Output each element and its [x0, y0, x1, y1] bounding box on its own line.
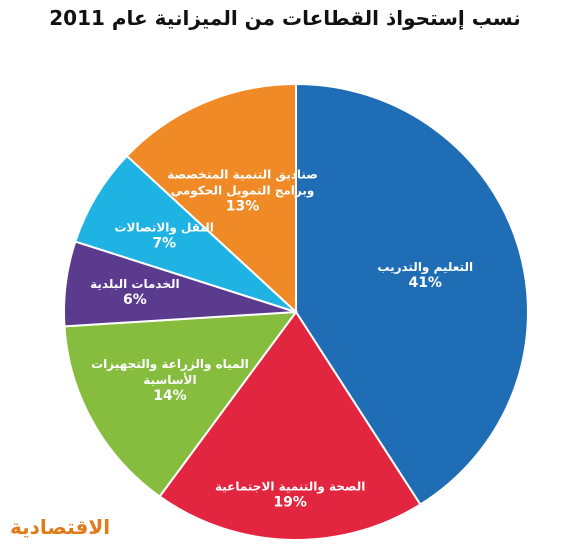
slice-value-label: 19%: [273, 494, 307, 510]
pie-slice: [158, 310, 422, 541]
slice-label: النقل والاتصالات: [115, 220, 214, 235]
publisher-logo: الاقتصادية: [10, 515, 111, 539]
slice-value-label: 13%: [226, 199, 260, 215]
pie-slice: [74, 154, 297, 313]
chart-title: نسب إستحواذ القطاعات من الميزانية عام 20…: [49, 6, 521, 30]
slice-value-label: 7%: [152, 235, 176, 251]
pie-slice: [125, 82, 297, 315]
slice-label: وبرامج التمويل الحكومي: [171, 184, 315, 199]
slice-label: المياه والزراعة والتجهيزات: [91, 357, 249, 372]
slice-value-label: 6%: [123, 292, 147, 308]
pie-slice: [295, 82, 529, 506]
slice-label: الصحة والتنمية الاجتماعية: [215, 479, 365, 494]
slice-label: التعليم والتدريب: [377, 260, 473, 275]
slice-label: الأساسية: [143, 372, 196, 387]
slice-label: الخدمات البلدية: [90, 277, 180, 291]
slice-value-label: 14%: [153, 388, 187, 404]
slice-value-label: 41%: [408, 275, 442, 291]
slice-label: صناديق التنمية المتخصصة: [167, 168, 318, 182]
pie-slice: [63, 310, 299, 498]
